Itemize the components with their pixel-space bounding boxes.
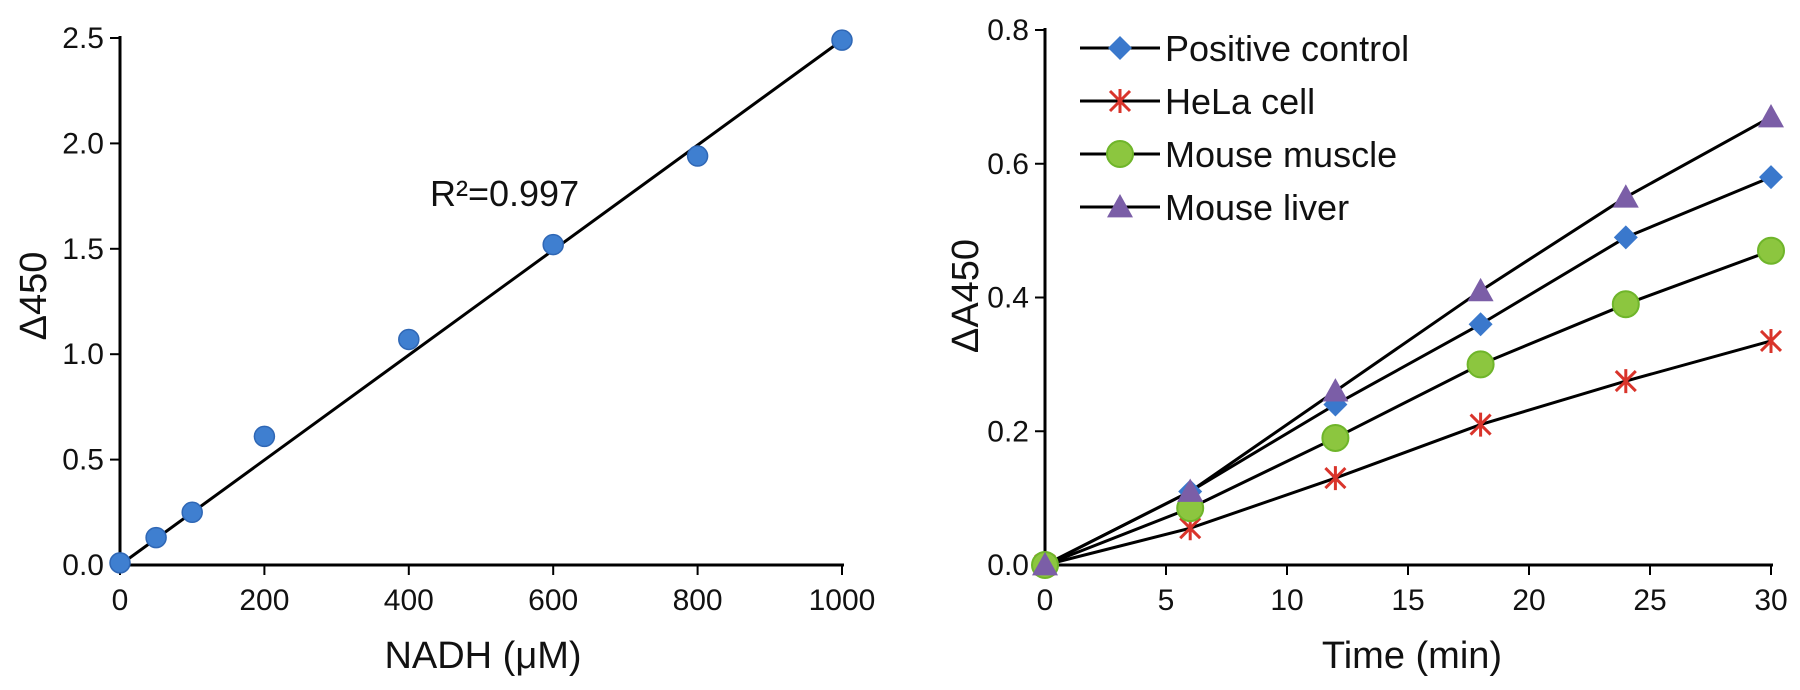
chart2-x-tick-label: 10	[1270, 584, 1303, 617]
chart2-y-axis-title: ΔA450	[945, 239, 987, 353]
chart2-x-tick-label: 20	[1512, 584, 1545, 617]
chart1-x-tick-label: 0	[112, 584, 129, 617]
chart2-y-tick-label: 0.4	[987, 282, 1029, 315]
series-marker	[1032, 552, 1058, 576]
legend-marker	[1106, 140, 1134, 168]
data-point	[831, 29, 853, 51]
data-point	[686, 145, 709, 167]
series-line	[1044, 115, 1772, 567]
chart1-x-tick-label: 400	[384, 584, 434, 617]
chart1-y-tick-label: 1.5	[62, 233, 104, 266]
chart2-y-tick-label: 0.8	[987, 14, 1029, 47]
legend-marker	[1107, 194, 1133, 218]
chart1-y-tick-label: 0.0	[62, 549, 104, 582]
chart1-x-tick-label: 800	[673, 584, 723, 617]
series-marker	[1611, 290, 1640, 319]
chart1-y-tick-label: 0.5	[62, 444, 104, 477]
chart1-x-tick-label: 600	[528, 584, 578, 617]
chart2-y-tick-label: 0.2	[987, 415, 1029, 448]
legend: Positive control HeLa cell Mouse muscle Mou…	[1080, 28, 1409, 228]
data-point	[542, 233, 564, 256]
chart1-marks: 0 200 400 600 800 1000 0.0 0.5 1.0 1.5 2.0 2.5	[62, 22, 875, 617]
data-point	[109, 552, 131, 574]
enzyme-activity-time-chart: 0 5 10 15 20 25 30 0.0 0.2 0.4 0.6 0.8 Positive con…	[945, 14, 1788, 677]
series-marker	[1177, 478, 1204, 502]
series-line	[1044, 339, 1772, 567]
series-marker	[1324, 466, 1347, 491]
legend-marker	[1108, 89, 1132, 113]
series-marker	[1614, 369, 1637, 394]
series-marker	[1467, 277, 1494, 302]
series-marker	[1469, 412, 1492, 437]
legend-marker	[1108, 36, 1132, 60]
data-point	[145, 526, 167, 549]
chart1-y-tick-label: 2.0	[62, 127, 104, 160]
chart2-y-tick-label: 0.0	[987, 549, 1029, 582]
series-line	[1044, 249, 1772, 567]
chart2-x-tick-label: 15	[1391, 584, 1424, 617]
chart2-x-axis-title: Time (min)	[1322, 635, 1502, 677]
r-squared-annotation: R²=0.997	[430, 173, 579, 214]
legend-label: HeLa cell	[1165, 81, 1315, 122]
series-marker	[1612, 184, 1639, 208]
series-marker	[1613, 225, 1638, 250]
chart1-x-tick-label: 200	[239, 584, 289, 617]
series-marker	[1321, 423, 1350, 452]
legend-label: Mouse liver	[1165, 187, 1349, 228]
nadh-standard-curve-chart: 0 200 400 600 800 1000 0.0 0.5 1.0 1.5 2.0 2.5 R²=0…	[13, 22, 875, 677]
chart2-x-tick-label: 30	[1754, 584, 1787, 617]
chart2-y-tick-label: 0.6	[987, 148, 1029, 181]
chart2-x-tick-label: 0	[1037, 584, 1054, 617]
chart1-y-tick-label: 2.5	[62, 22, 104, 55]
data-point	[253, 425, 276, 448]
data-point	[398, 328, 420, 351]
series-marker	[1759, 328, 1783, 353]
series-marker	[1468, 312, 1493, 337]
series-marker	[1757, 236, 1785, 265]
chart1-y-axis-title: Δ450	[13, 252, 55, 341]
chart1-x-axis-title: NADH (μM)	[384, 635, 581, 677]
fit-line	[119, 38, 843, 567]
series-marker	[1322, 378, 1349, 402]
legend-label: Mouse muscle	[1165, 134, 1397, 175]
chart2-x-tick-label: 25	[1633, 584, 1666, 617]
chart1-y-tick-label: 1.0	[62, 338, 104, 371]
legend-label: Positive control	[1165, 28, 1409, 69]
chart1-x-tick-label: 1000	[809, 584, 876, 617]
data-point	[181, 501, 203, 524]
chart2-x-tick-label: 5	[1158, 584, 1175, 617]
chart2-marks: 0 5 10 15 20 25 30 0.0 0.2 0.4 0.6 0.8	[987, 14, 1787, 617]
series-marker	[1466, 350, 1495, 379]
series-marker	[1759, 165, 1783, 190]
series-marker	[1758, 103, 1784, 128]
